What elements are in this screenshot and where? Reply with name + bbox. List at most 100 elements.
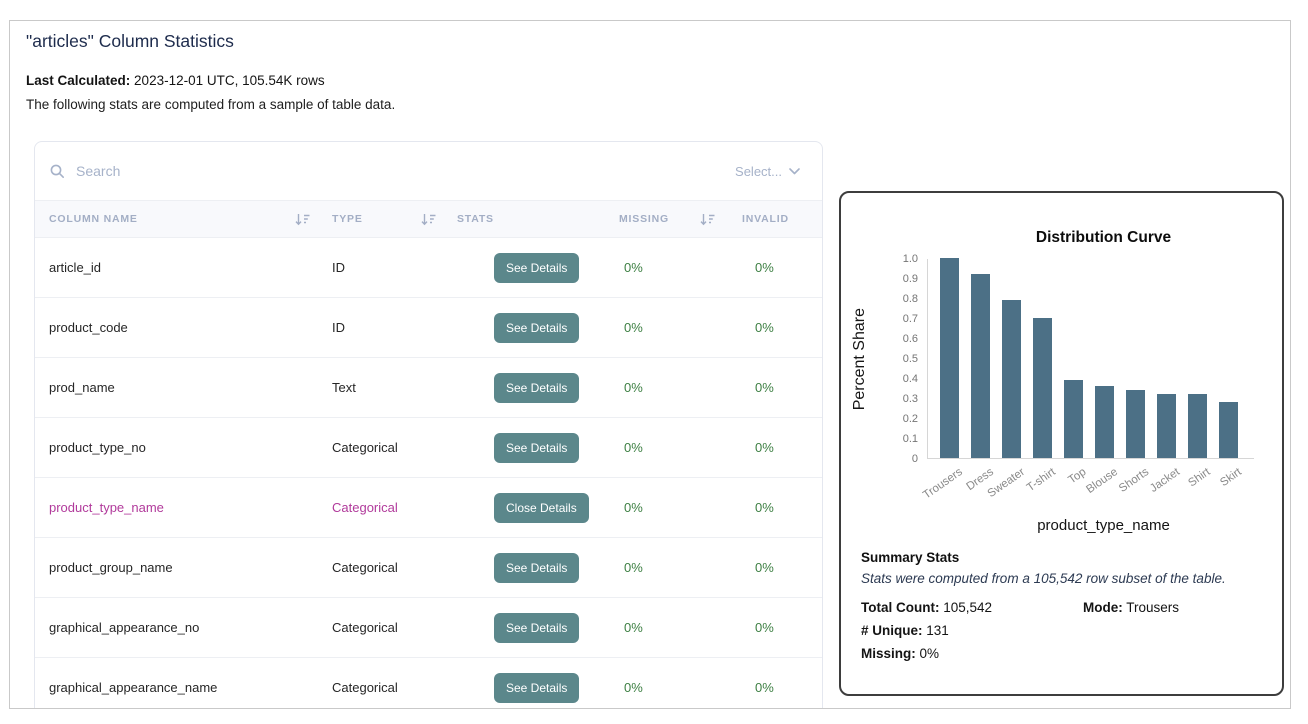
missing-value: 0% xyxy=(624,500,643,515)
sample-note: The following stats are computed from a … xyxy=(26,97,396,112)
invalid-value: 0% xyxy=(755,620,774,635)
see-details-button[interactable]: See Details xyxy=(494,612,580,643)
table-row: article_id ID See Details 0% 0% xyxy=(35,238,822,298)
bar-blouse: Blouse xyxy=(1084,259,1120,496)
table-row: graphical_appearance_no Categorical See … xyxy=(35,598,822,658)
page-header: "articles" Column Statistics Last Calcul… xyxy=(26,31,395,112)
bar-jacket: Jacket xyxy=(1148,259,1182,495)
chevron-down-icon xyxy=(789,167,800,174)
see-details-button[interactable]: See Details xyxy=(494,432,580,463)
bar-t-shirt: T-shirt xyxy=(1025,259,1058,494)
column-type-cell: Categorical xyxy=(332,560,398,575)
column-name-cell: graphical_appearance_name xyxy=(49,680,218,695)
x-tick-label: Trousers xyxy=(921,466,965,502)
column-details-panel: Distribution Curve Percent Share 0 0.1 0.2… xyxy=(839,191,1284,696)
sort-icon[interactable] xyxy=(421,213,457,226)
table-toolbar: Select... xyxy=(35,142,822,200)
invalid-value: 0% xyxy=(755,260,774,275)
invalid-value: 0% xyxy=(755,380,774,395)
y-tick: 0.8 xyxy=(902,293,918,305)
summary-stats-title: Summary Stats xyxy=(861,550,960,565)
column-type-cell: ID xyxy=(332,320,345,335)
see-details-button[interactable]: See Details xyxy=(494,312,580,343)
x-tick-label: Skirt xyxy=(1218,466,1244,490)
x-axis-label: product_type_name xyxy=(1037,517,1170,534)
table-row: product_type_name Categorical Close Deta… xyxy=(35,478,822,538)
missing-value: 0% xyxy=(624,260,643,275)
table-row: prod_name Text See Details 0% 0% xyxy=(35,358,822,418)
sort-icon[interactable] xyxy=(295,213,332,226)
see-details-button[interactable]: See Details xyxy=(494,252,580,283)
missing-value: 0% xyxy=(624,440,643,455)
missing-value: 0% xyxy=(624,560,643,575)
bar-dress: Dress xyxy=(964,259,996,493)
summary-stats-grid: Total Count: 105,542 Mode: Trousers # Uniq… xyxy=(861,600,1264,661)
invalid-value: 0% xyxy=(755,320,774,335)
last-calculated-line: Last Calculated: 2023-12-01 UTC, 105.54K… xyxy=(26,73,395,88)
column-type-cell: Categorical xyxy=(332,680,398,695)
header-column-name: COLUMN NAME xyxy=(49,213,138,225)
invalid-value: 0% xyxy=(755,560,774,575)
last-calculated-value: 2023-12-01 UTC, 105.54K rows xyxy=(134,73,325,88)
column-type-cell: Categorical xyxy=(332,620,398,635)
see-details-button[interactable]: See Details xyxy=(494,372,580,403)
x-tick-label: Top xyxy=(1066,466,1089,487)
see-details-button[interactable]: See Details xyxy=(494,552,580,583)
y-tick: 0.3 xyxy=(902,393,918,405)
table-row: graphical_appearance_name Categorical Se… xyxy=(35,658,822,708)
search-input[interactable] xyxy=(76,163,736,179)
header-type: TYPE xyxy=(332,213,363,225)
y-tick: 0.6 xyxy=(902,333,918,345)
distribution-chart: Percent Share 0 0.1 0.2 0.3 0.4 0.5 0.6 0.7 0.8 0… xyxy=(841,253,1282,502)
bar-sweater: Sweater xyxy=(985,259,1027,500)
y-tick: 0 xyxy=(911,453,918,465)
close-details-button[interactable]: Close Details xyxy=(494,492,589,523)
table-header-row: COLUMN NAME TYPE xyxy=(35,200,822,238)
table-body: article_id ID See Details 0% 0% product_… xyxy=(35,238,822,708)
column-name-cell: graphical_appearance_no xyxy=(49,620,200,635)
missing-value: 0% xyxy=(624,620,643,635)
missing-value: 0% xyxy=(624,320,643,335)
summary-stats-section: Summary Stats Stats were computed from a… xyxy=(841,534,1282,661)
column-filter-select[interactable]: Select... xyxy=(735,164,800,179)
y-tick: 0.2 xyxy=(902,413,918,425)
invalid-value: 0% xyxy=(755,680,774,695)
y-tick: 0.7 xyxy=(902,313,918,325)
y-axis-ticks: 0 0.1 0.2 0.3 0.4 0.5 0.6 0.7 0.8 0.9 1.0 xyxy=(879,253,927,465)
summary-stat: Total Count: 105,542 xyxy=(861,600,993,615)
column-name-cell: prod_name xyxy=(49,380,115,395)
bar-top: Top xyxy=(1064,259,1089,486)
select-label: Select... xyxy=(735,163,782,179)
see-details-button[interactable]: See Details xyxy=(494,672,580,703)
y-tick: 0.5 xyxy=(902,353,918,365)
y-axis-label: Percent Share xyxy=(851,307,868,411)
column-type-cell: Categorical xyxy=(332,440,398,455)
chart-title: Distribution Curve xyxy=(1035,229,1172,246)
last-calculated-label: Last Calculated: xyxy=(26,73,131,88)
x-tick-label: T-shirt xyxy=(1024,466,1058,495)
column-type-cell: Text xyxy=(332,380,356,395)
y-tick: 0.4 xyxy=(902,373,918,385)
column-name-cell: product_code xyxy=(49,320,128,335)
invalid-value: 0% xyxy=(755,440,774,455)
table-row: product_code ID See Details 0% 0% xyxy=(35,298,822,358)
column-type-cell: ID xyxy=(332,260,345,275)
column-name-cell: product_type_name xyxy=(49,500,164,515)
header-missing: MISSING xyxy=(619,213,669,225)
bar-shirt: Shirt xyxy=(1187,259,1213,489)
y-tick: 0.9 xyxy=(902,273,918,285)
sort-icon[interactable] xyxy=(700,213,742,226)
summary-stat: # Unique: 131 xyxy=(861,623,949,638)
bar-skirt: Skirt xyxy=(1218,259,1244,489)
page-frame: "articles" Column Statistics Last Calcul… xyxy=(9,20,1291,709)
bar-shorts: Shorts xyxy=(1117,259,1151,495)
header-stats: STATS xyxy=(457,213,494,225)
summary-stat: Mode: Trousers xyxy=(1083,600,1180,615)
x-tick-label: Blouse xyxy=(1084,466,1120,497)
table-row: product_group_name Categorical See Detai… xyxy=(35,538,822,598)
header-invalid: INVALID xyxy=(742,213,789,225)
table-row: product_type_no Categorical See Details … xyxy=(35,418,822,478)
column-name-cell: article_id xyxy=(49,260,102,275)
summary-stats-note: Stats were computed from a 105,542 row s… xyxy=(861,571,1226,586)
y-tick: 1.0 xyxy=(902,253,918,265)
